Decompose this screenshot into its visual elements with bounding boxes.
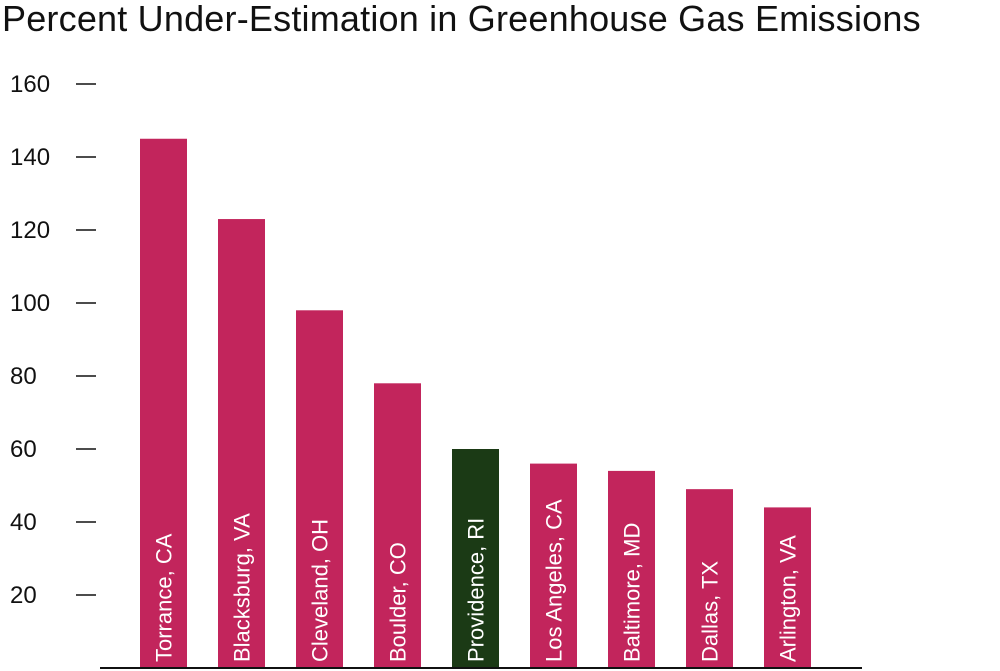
y-tick-label-100: 100: [10, 290, 50, 317]
y-tick-label-60: 60: [10, 436, 37, 463]
bar-baltimore-md: [608, 470, 655, 668]
bar-label-blacksburg-va: Blacksburg, VA: [230, 513, 255, 662]
y-tick-label-20: 20: [10, 582, 37, 609]
bar-los-angeles-ca: [530, 463, 577, 668]
bar-label-baltimore-md: Baltimore, MD: [620, 523, 645, 662]
bar-arlington-va: [764, 507, 811, 668]
y-tick-label-40: 40: [10, 509, 37, 536]
bar-label-cleveland-oh: Cleveland, OH: [308, 519, 333, 662]
bar-label-arlington-va: Arlington, VA: [776, 535, 801, 662]
bar-label-torrance-ca: Torrance, CA: [152, 533, 177, 662]
y-tick-label-120: 120: [10, 217, 50, 244]
bar-label-boulder-co: Boulder, CO: [386, 542, 411, 662]
bar-label-providence-ri: Providence, RI: [464, 518, 489, 662]
bar-label-dallas-tx: Dallas, TX: [698, 561, 723, 662]
y-axis: 20 40 60 80 100 120 140 160: [10, 71, 96, 609]
y-tick-label-160: 160: [10, 71, 50, 98]
chart-title: Percent Under-Estimation in Greenhouse G…: [2, 0, 921, 39]
bar-blacksburg-va: [218, 219, 265, 669]
bar-cleveland-oh: [296, 310, 343, 668]
bar-label-los-angeles-ca: Los Angeles, CA: [542, 499, 567, 662]
bar-torrance-ca: [140, 138, 187, 668]
bar-dallas-tx: [686, 489, 733, 668]
bar-labels: Torrance, CA Blacksburg, VA Cleveland, OH B…: [152, 499, 801, 662]
y-tick-label-80: 80: [10, 363, 37, 390]
y-tick-label-140: 140: [10, 144, 50, 171]
bar-boulder-co: [374, 383, 421, 668]
bar-providence-ri: [452, 449, 499, 668]
bars: [140, 138, 811, 669]
